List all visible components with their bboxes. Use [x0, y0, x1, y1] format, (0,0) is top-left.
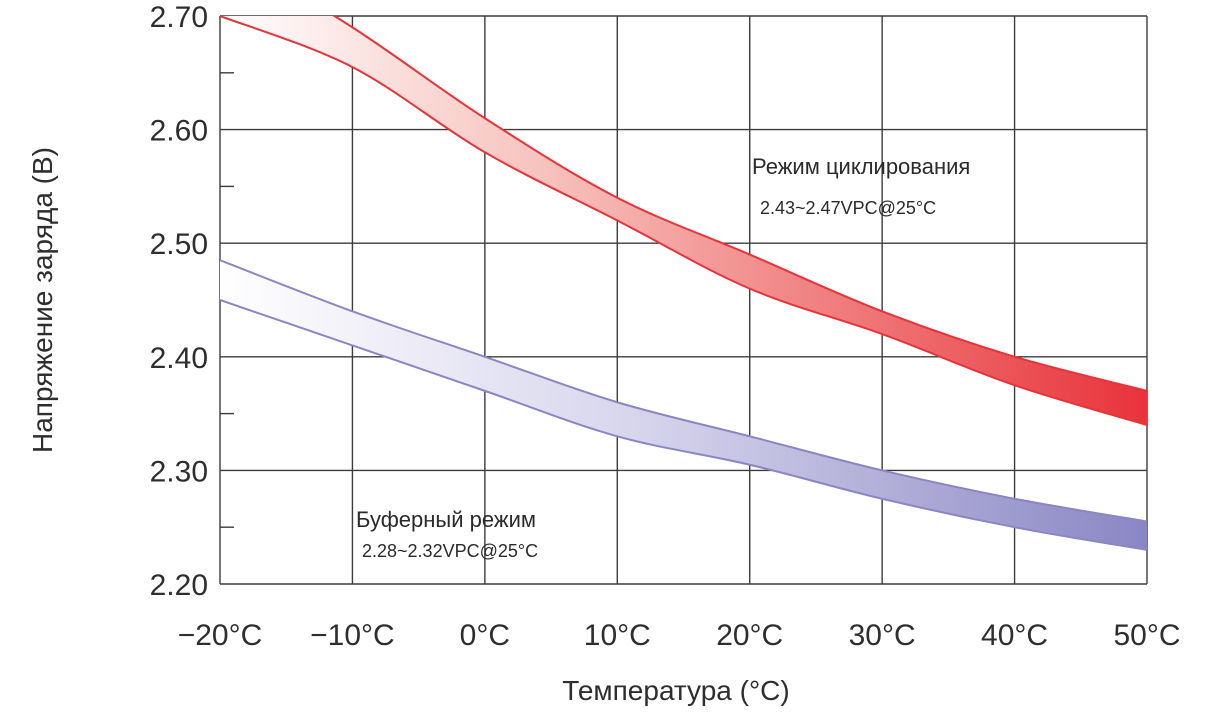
- bands: [220, 16, 1147, 551]
- grid: [219, 15, 1148, 585]
- cycle-mode-upper-line: [332, 16, 1147, 392]
- cycle-mode-label: Режим циклирования: [752, 154, 970, 179]
- x-tick-label: −10°C: [310, 619, 395, 652]
- cycle-mode-lower-line: [220, 16, 1147, 426]
- y-tick-label: 2.20: [150, 569, 208, 602]
- x-tick-label: 30°C: [849, 619, 916, 652]
- x-tick-label: 0°C: [460, 619, 510, 652]
- y-tick-label: 2.50: [150, 228, 208, 261]
- axes: 2.20 2.30 2.40 2.50 2.60 2.70 −20°C −10°C 0°C 10°…: [150, 1, 1181, 652]
- y-tick-label: 2.30: [150, 455, 208, 488]
- x-tick-label: 50°C: [1113, 619, 1180, 652]
- x-tick-label: 10°C: [584, 619, 651, 652]
- y-tick-label: 2.40: [150, 342, 208, 375]
- cycle-mode-spec: 2.43~2.47VPC@25°C: [760, 198, 936, 218]
- y-tick-label: 2.70: [150, 1, 208, 34]
- cycle-mode-band: [220, 16, 1147, 425]
- y-axis-title: Напряжение заряда (В): [27, 147, 58, 453]
- float-mode-lower-line: [220, 299, 1147, 551]
- float-mode-spec: 2.28~2.32VPC@25°C: [362, 541, 538, 561]
- y-tick-label: 2.60: [150, 115, 208, 148]
- x-tick-label: −20°C: [178, 619, 263, 652]
- x-tick-label: 20°C: [716, 619, 783, 652]
- float-mode-band: [220, 260, 1147, 550]
- x-axis-title: Температура (°C): [562, 675, 789, 706]
- float-mode-label: Буферный режим: [356, 507, 536, 532]
- float-mode-upper-line: [220, 259, 1147, 523]
- x-tick-label: 40°C: [981, 619, 1048, 652]
